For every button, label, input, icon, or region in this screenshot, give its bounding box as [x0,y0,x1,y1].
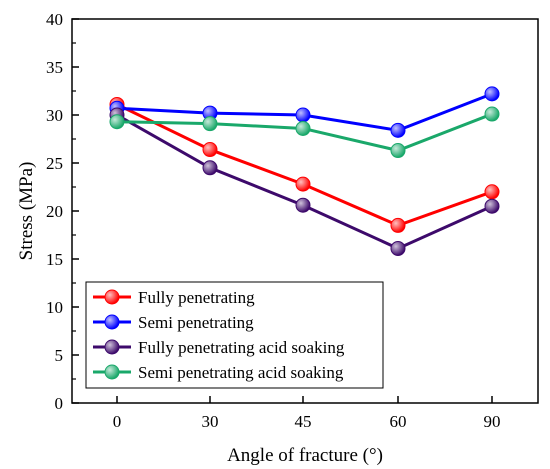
data-point [295,197,311,213]
y-tick-label: 30 [46,106,63,125]
legend-label: Fully penetrating acid soaking [138,338,345,357]
legend-item: Semi penetrating acid soaking [93,363,344,382]
x-tick-label: 90 [484,412,501,431]
x-tick-label: 45 [295,412,312,431]
legend-swatch-marker [104,314,120,330]
x-tick-label: 30 [202,412,219,431]
legend-swatch-marker [104,339,120,355]
x-tick-label: 0 [113,412,122,431]
y-tick-label: 20 [46,202,63,221]
data-point [484,86,500,102]
y-tick-label: 5 [55,346,64,365]
legend-label: Semi penetrating [138,313,254,332]
data-point [484,198,500,214]
data-point [390,143,406,159]
data-point [202,116,218,132]
series-1 [109,96,500,233]
series-4 [109,106,500,159]
legend-swatch-marker [104,289,120,305]
data-point [390,240,406,256]
data-point [109,114,125,130]
data-point [390,122,406,138]
y-axis-title: Stress (MPa) [16,162,37,261]
y-tick-label: 10 [46,298,63,317]
x-axis-title: Angle of fracture (°) [227,445,383,466]
legend-box [85,281,384,389]
y-tick-label: 0 [55,394,64,413]
y-tick-label: 25 [46,154,63,173]
legend-label: Semi penetrating acid soaking [138,363,344,382]
data-point [295,107,311,123]
data-point [202,160,218,176]
data-point [202,142,218,158]
legend: Fully penetrating Semi penetrating Fully p… [85,281,384,389]
series-layer [109,86,500,256]
y-tick-label: 15 [46,250,63,269]
ticks-layer: 0 5 10 15 20 25 30 35 40 0 30 45 60 90 [46,10,501,431]
data-point [484,106,500,122]
y-tick-label: 40 [46,10,63,29]
data-point [295,176,311,192]
legend-swatch-marker [104,364,120,380]
legend-label: Fully penetrating [138,288,255,307]
y-tick-label: 35 [46,58,63,77]
data-point [484,184,500,200]
data-point [295,120,311,136]
legend-item: Fully penetrating acid soaking [93,338,345,357]
series-3 [109,107,500,256]
x-tick-label: 60 [390,412,407,431]
legend-item: Fully penetrating [93,288,255,307]
legend-item: Semi penetrating [93,313,254,332]
data-point [390,217,406,233]
